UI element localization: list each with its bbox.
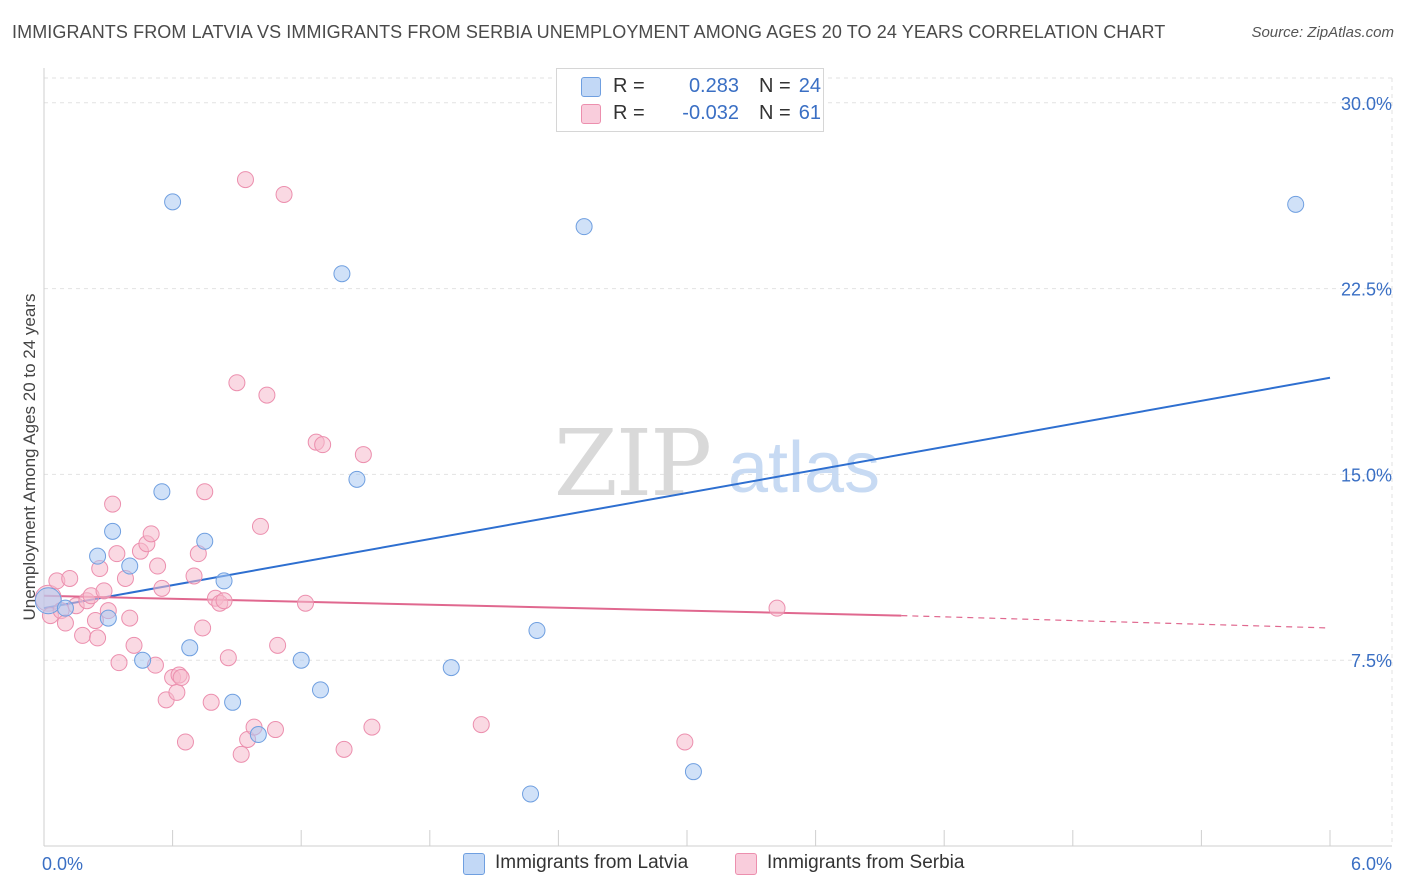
serbia-point	[219, 649, 237, 667]
serbia-point	[335, 740, 353, 758]
chart-title: IMMIGRANTS FROM LATVIA VS IMMIGRANTS FRO…	[12, 22, 1166, 42]
serbia-point	[202, 693, 220, 711]
serbia-point	[110, 654, 128, 672]
x-tick-label: 6.0%	[1351, 854, 1392, 874]
serbia-point	[194, 619, 212, 637]
serbia-point	[266, 721, 284, 739]
serbia-point	[89, 629, 107, 647]
correlation-legend: R = 0.283 N = 24 R = -0.032 N = 61	[556, 68, 824, 132]
serbia-point	[363, 718, 381, 736]
y-tick-label: 15.0%	[1341, 465, 1392, 485]
bottom-latvia-label: Immigrants from Latvia	[495, 852, 689, 873]
latvia-point	[575, 218, 593, 236]
latvia-r-label: R =	[613, 75, 645, 97]
bottom-serbia-swatch	[735, 853, 757, 875]
serbia-point	[172, 669, 190, 687]
watermark-atlas: atlas	[728, 428, 880, 508]
y-tick-label: 7.5%	[1351, 651, 1392, 671]
serbia-r-value: -0.032	[682, 102, 739, 124]
serbia-trend-extension	[901, 615, 1331, 629]
serbia-r-label: R =	[613, 102, 645, 124]
latvia-point	[249, 726, 267, 744]
y-tick-label: 30.0%	[1341, 94, 1392, 114]
data-points	[34, 171, 1305, 803]
serbia-point	[472, 716, 490, 734]
bottom-serbia-label: Immigrants from Serbia	[767, 852, 965, 873]
serbia-point	[185, 567, 203, 585]
serbia-point	[168, 683, 186, 701]
serbia-point	[121, 609, 139, 627]
bottom-latvia-swatch	[463, 853, 485, 875]
serbia-point	[269, 636, 287, 654]
latvia-n-label: N =	[759, 75, 791, 97]
serbia-trend-line	[43, 594, 902, 617]
serbia-point	[236, 171, 254, 189]
serbia-point	[56, 614, 74, 632]
serbia-point	[676, 733, 694, 751]
serbia-point	[215, 592, 233, 610]
latvia-point	[1287, 195, 1305, 213]
serbia-point	[314, 436, 332, 454]
source-credit: Source: ZipAtlas.com	[1251, 24, 1394, 41]
axes	[43, 68, 1392, 847]
latvia-point	[56, 599, 74, 617]
latvia-point	[684, 763, 702, 781]
latvia-point	[528, 621, 546, 639]
latvia-point	[292, 651, 310, 669]
grid-lines	[44, 77, 1393, 846]
trend-lines	[43, 376, 1331, 629]
serbia-point	[108, 545, 126, 563]
latvia-point	[333, 265, 351, 283]
latvia-r-value: 0.283	[688, 75, 739, 97]
serbia-n-label: N =	[759, 102, 791, 124]
latvia-point	[311, 681, 329, 699]
latvia-point	[224, 693, 242, 711]
serbia-point	[258, 386, 276, 404]
serbia-point	[354, 446, 372, 464]
latvia-point	[89, 547, 107, 565]
latvia-point	[522, 785, 540, 803]
latvia-point	[164, 193, 182, 211]
serbia-point	[275, 185, 293, 203]
latvia-n-value: 24	[798, 75, 821, 97]
serbia-point	[61, 569, 79, 587]
latvia-point	[34, 587, 62, 615]
serbia-point	[196, 483, 214, 501]
serbia-swatch	[581, 104, 601, 124]
latvia-point	[196, 532, 214, 550]
latvia-point	[181, 639, 199, 657]
serbia-point	[149, 557, 167, 575]
serbia-point	[232, 745, 250, 763]
serbia-point	[125, 636, 143, 654]
serbia-point	[95, 582, 113, 600]
latvia-point	[348, 470, 366, 488]
y-axis-title: Unemployment Among Ages 20 to 24 years	[20, 294, 39, 621]
watermark-zip: ZIP	[554, 410, 710, 517]
serbia-n-value: 61	[798, 102, 821, 124]
x-tick-label: 0.0%	[42, 854, 83, 874]
latvia-trend-line	[43, 376, 1331, 610]
latvia-point	[104, 522, 122, 540]
serbia-point	[768, 599, 786, 617]
latvia-point	[215, 572, 233, 590]
latvia-swatch	[581, 77, 601, 97]
watermark: ZIP atlas	[554, 410, 880, 517]
serbia-point	[142, 525, 160, 543]
serbia-point	[153, 579, 171, 597]
latvia-point	[134, 651, 152, 669]
y-tick-label: 22.5%	[1341, 280, 1392, 300]
axis-labels: 7.5% 15.0% 22.5% 30.0% 0.0% 6.0% Unemployment …	[20, 94, 1392, 874]
latvia-point	[121, 557, 139, 575]
serbia-point	[228, 374, 246, 392]
serbia-point	[296, 594, 314, 612]
serbia-point	[104, 495, 122, 513]
latvia-point	[153, 483, 171, 501]
latvia-point	[442, 659, 460, 677]
serbia-point	[251, 517, 269, 535]
serbia-point	[74, 626, 92, 644]
latvia-point	[99, 609, 117, 627]
serbia-point	[176, 733, 194, 751]
